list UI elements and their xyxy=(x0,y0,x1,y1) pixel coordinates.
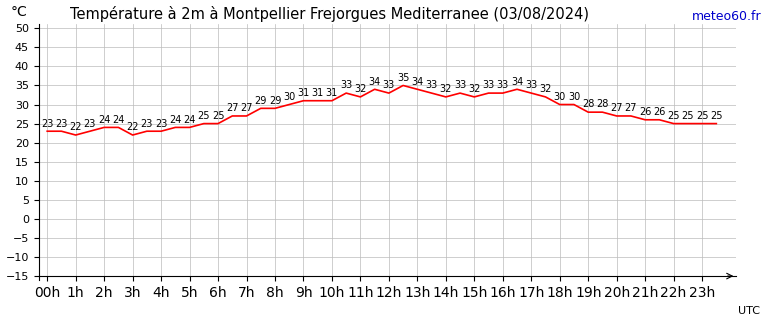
Text: 27: 27 xyxy=(240,103,252,113)
Text: 29: 29 xyxy=(255,96,267,106)
Text: 27: 27 xyxy=(226,103,239,113)
Text: 30: 30 xyxy=(568,92,580,102)
Text: Température à 2m à Montpellier Frejorgues Mediterranee (03/08/2024): Température à 2m à Montpellier Frejorgue… xyxy=(70,6,589,22)
Text: 33: 33 xyxy=(496,80,509,91)
Text: 23: 23 xyxy=(83,118,96,129)
Text: 32: 32 xyxy=(354,84,366,94)
Text: 31: 31 xyxy=(298,88,310,98)
Text: 24: 24 xyxy=(98,115,110,125)
Text: 32: 32 xyxy=(468,84,480,94)
Text: 29: 29 xyxy=(269,96,282,106)
Text: 28: 28 xyxy=(582,100,594,109)
Text: 33: 33 xyxy=(483,80,495,91)
Text: 34: 34 xyxy=(369,76,381,87)
Text: 25: 25 xyxy=(197,111,210,121)
Text: 27: 27 xyxy=(610,103,623,113)
Text: 26: 26 xyxy=(639,107,651,117)
Text: 25: 25 xyxy=(667,111,680,121)
Text: 23: 23 xyxy=(41,118,54,129)
Text: 25: 25 xyxy=(696,111,708,121)
Text: 25: 25 xyxy=(212,111,224,121)
Text: 31: 31 xyxy=(326,88,338,98)
Text: 23: 23 xyxy=(141,118,153,129)
Text: 26: 26 xyxy=(653,107,666,117)
Text: 23: 23 xyxy=(55,118,67,129)
Text: 30: 30 xyxy=(283,92,295,102)
Text: °C: °C xyxy=(11,5,28,20)
Text: 32: 32 xyxy=(539,84,552,94)
Text: 32: 32 xyxy=(440,84,452,94)
Text: 30: 30 xyxy=(554,92,566,102)
Text: 23: 23 xyxy=(155,118,168,129)
Text: 22: 22 xyxy=(126,122,139,132)
Text: 25: 25 xyxy=(710,111,723,121)
Text: 33: 33 xyxy=(340,80,353,91)
Text: 22: 22 xyxy=(70,122,82,132)
Text: 24: 24 xyxy=(112,115,125,125)
Text: 31: 31 xyxy=(311,88,324,98)
Text: meteo60.fr: meteo60.fr xyxy=(692,10,761,23)
Text: 33: 33 xyxy=(525,80,537,91)
Text: 24: 24 xyxy=(184,115,196,125)
Text: 28: 28 xyxy=(596,100,609,109)
Text: UTC: UTC xyxy=(737,306,760,316)
Text: 33: 33 xyxy=(454,80,466,91)
Text: 27: 27 xyxy=(625,103,637,113)
Text: 33: 33 xyxy=(425,80,438,91)
Text: 25: 25 xyxy=(682,111,694,121)
Text: 34: 34 xyxy=(412,76,424,87)
Text: 35: 35 xyxy=(397,73,409,83)
Text: 33: 33 xyxy=(382,80,395,91)
Text: 24: 24 xyxy=(169,115,181,125)
Text: 34: 34 xyxy=(511,76,523,87)
